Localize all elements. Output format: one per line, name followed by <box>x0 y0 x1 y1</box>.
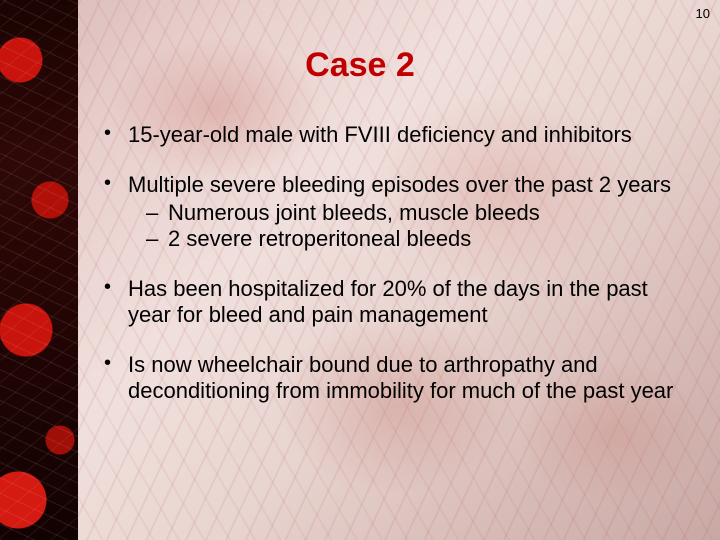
sub-bullet-item: 2 severe retroperitoneal bleeds <box>146 226 684 252</box>
bullet-text: 15-year-old male with FVIII deficiency a… <box>128 122 632 147</box>
bullet-text: Has been hospitalized for 20% of the day… <box>128 276 648 327</box>
sub-bullet-text: Numerous joint bleeds, muscle bleeds <box>168 200 540 225</box>
sub-bullet-list: Numerous joint bleeds, muscle bleeds 2 s… <box>146 200 684 252</box>
sub-bullet-text: 2 severe retroperitoneal bleeds <box>168 226 471 251</box>
slide-title: Case 2 <box>0 46 720 85</box>
bullet-item: 15-year-old male with FVIII deficiency a… <box>104 122 684 148</box>
slide: 10 Case 2 15-year-old male with FVIII de… <box>0 0 720 540</box>
bullet-text: Multiple severe bleeding episodes over t… <box>128 172 671 197</box>
slide-body: 15-year-old male with FVIII deficiency a… <box>104 122 684 428</box>
page-number: 10 <box>696 6 710 21</box>
bullet-item: Multiple severe bleeding episodes over t… <box>104 172 684 252</box>
bullet-item: Is now wheelchair bound due to arthropat… <box>104 352 684 404</box>
sub-bullet-item: Numerous joint bleeds, muscle bleeds <box>146 200 684 226</box>
bullet-item: Has been hospitalized for 20% of the day… <box>104 276 684 328</box>
bullet-text: Is now wheelchair bound due to arthropat… <box>128 352 673 403</box>
bullet-list: 15-year-old male with FVIII deficiency a… <box>104 122 684 404</box>
